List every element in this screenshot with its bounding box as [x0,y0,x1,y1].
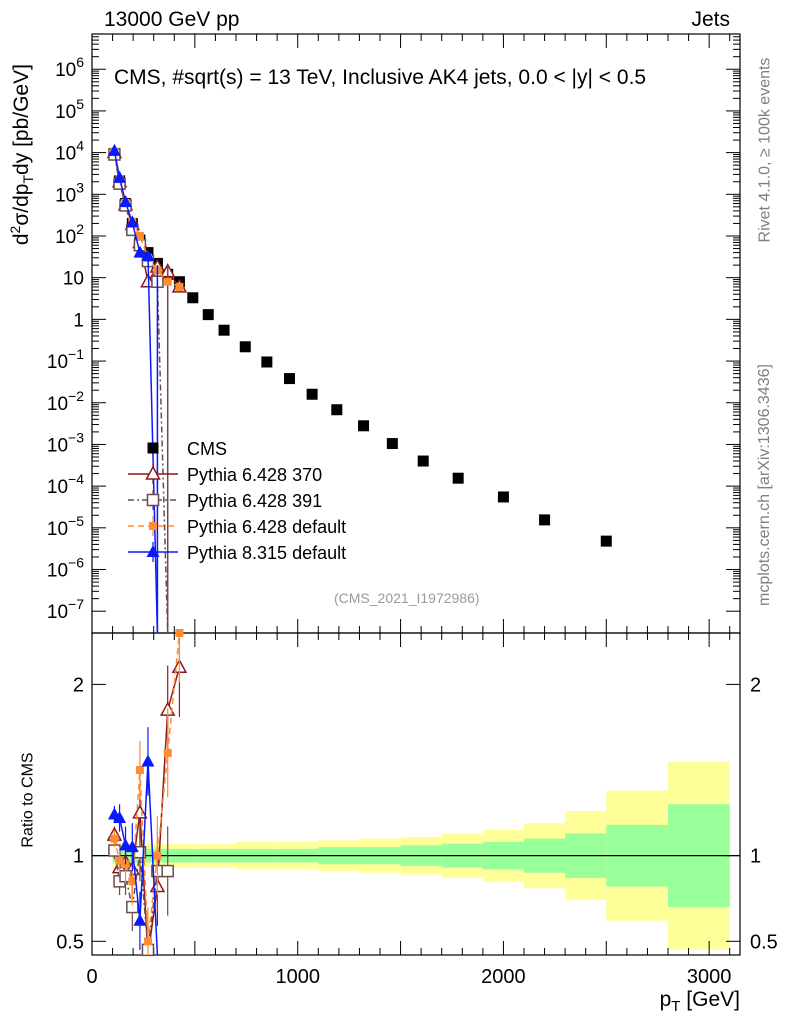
ratio-point-p6_default [128,877,137,886]
y-tick-label: 10−2 [47,388,84,415]
x-tick-label: 3000 [687,966,732,988]
ratio-plot-frame [91,632,741,956]
ratio-point-p6_default [175,629,184,637]
ratio-point-p8_default [141,754,155,767]
data-point-cms [261,356,273,368]
ratio-point-p8_default [125,840,139,853]
y-tick-label: 10−5 [47,513,84,540]
data-point-cms [202,309,214,321]
ratio-point-p6_391 [161,864,174,878]
y-tick-label: 1 [73,310,84,331]
legend-marker-p6_default [149,522,157,530]
legend-label-p6_391: Pythia 6.428 391 [187,491,322,511]
y-tick-label: 10−6 [47,555,84,582]
data-point-cms [386,438,398,450]
x-axis-label: pT [GeV] [659,988,740,1016]
y-tick-label: 10−3 [47,429,84,456]
ratio-point-p6_391 [133,845,147,859]
header-left: 13000 GeV pp [104,8,240,31]
data-point-p6_default [163,277,172,286]
ratio-y-tick-label-right: 0.5 [750,931,778,953]
data-point-cms [539,514,551,526]
ratio-y-tick-label: 1 [73,846,84,868]
x-tick-label: 0 [86,966,97,988]
ratio-point-p8_default [133,913,147,926]
ratio-point-p6_default [115,856,124,865]
data-point-cms [218,324,230,336]
y-tick-label: 106 [55,54,84,81]
y-tick-label: 10−4 [47,471,84,498]
ratio-point-p6_default [135,766,144,775]
data-point-cms [417,455,429,467]
legend-marker-cms [147,442,159,454]
data-point-p8_default [113,170,127,183]
y-tick-label: 10 [63,269,84,290]
data-point-p8_default [133,245,147,258]
data-point-p8_default [119,195,133,208]
legend-marker-p8_default [146,545,160,557]
data-point-cms [187,292,199,304]
legend-label-p6_370: Pythia 6.428 370 [187,465,322,485]
ratio-y-tick-label-right: 1 [750,846,761,868]
ratio-point-p6_default [153,851,162,860]
legend-marker-p6_391 [146,493,160,507]
y-tick-label: 104 [55,138,84,165]
y-tick-label: 10−1 [47,346,84,373]
y-tick-label: 10−7 [47,596,84,623]
data-point-cms [452,472,464,484]
series-line-p6_391 [113,154,169,634]
data-point-cms [331,404,343,416]
x-tick-label: 1000 [275,966,320,988]
ratio-point-p8_default [113,810,127,823]
data-point-p6_default [135,231,144,240]
analysis-tag: (CMS_2021_I1972986) [334,590,480,606]
ratio-point-p6_default [110,834,119,843]
ratio-point-p6_default [143,937,152,946]
header-right: Jets [691,8,730,31]
data-point-p8_default [125,215,139,228]
legend-marker-p6_370 [145,465,161,480]
ratio-y-tick-label: 0.5 [56,931,84,953]
data-point-p6_default [175,282,184,291]
data-point-cms [358,420,370,432]
y-tick-label: 105 [55,96,84,123]
data-point-p8_default [141,249,155,262]
legend-label-p8_default: Pythia 8.315 default [187,543,346,563]
data-point-cms [497,491,509,503]
ratio-point-p6_default [163,748,172,757]
data-point-cms [239,341,251,353]
data-point-cms [306,388,318,400]
data-point-cms [283,373,295,385]
ratio-y-tick-label: 2 [73,674,84,696]
legend-label-cms: CMS [187,439,227,459]
data-point-p8_default [107,143,121,156]
y-tick-label: 103 [55,179,84,206]
plot-title: CMS, #sqrt(s) = 13 TeV, Inclusive AK4 je… [114,66,647,89]
data-point-cms [600,535,612,547]
x-tick-label: 2000 [481,966,526,988]
ratio-y-tick-label-right: 2 [750,674,761,696]
y-tick-label: 102 [55,221,84,248]
legend-label-p6_default: Pythia 6.428 default [187,517,346,537]
